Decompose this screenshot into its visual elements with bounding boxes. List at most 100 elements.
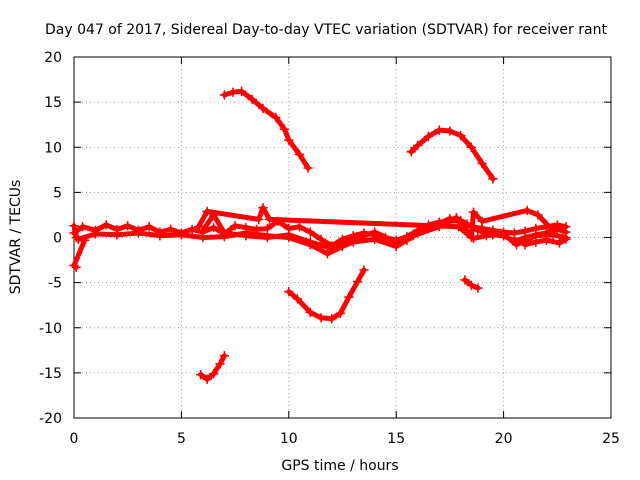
- data-point: [326, 243, 337, 254]
- data-point: [326, 313, 337, 324]
- data-point: [208, 222, 219, 233]
- data-point: [473, 225, 483, 236]
- data-point: [316, 313, 326, 323]
- y-tick-label: 0: [53, 231, 62, 247]
- series-line: [408, 127, 496, 182]
- data-point: [208, 368, 219, 379]
- data-point: [292, 294, 303, 304]
- data-point: [348, 234, 359, 245]
- data-point: [344, 292, 354, 302]
- data-point: [133, 228, 144, 238]
- series-group: [284, 265, 369, 324]
- data-point: [202, 206, 212, 217]
- data-point: [548, 229, 558, 240]
- data-point: [466, 142, 477, 153]
- series-line: [221, 88, 311, 171]
- data-point: [352, 276, 363, 287]
- data-point: [522, 205, 533, 216]
- data-point: [176, 229, 187, 240]
- data-point: [466, 280, 477, 291]
- data-point: [305, 237, 316, 247]
- x-tick-label: 5: [177, 431, 186, 447]
- data-point: [247, 94, 258, 105]
- data-point: [509, 234, 520, 245]
- data-point: [219, 228, 230, 238]
- data-point: [195, 369, 206, 380]
- data-point: [466, 232, 477, 243]
- data-point: [165, 224, 176, 235]
- series-group: [198, 210, 571, 254]
- data-point: [219, 90, 230, 100]
- series-group: [509, 234, 571, 250]
- x-tick-label: 10: [280, 431, 298, 447]
- data-point: [202, 374, 212, 384]
- data-point: [258, 202, 268, 213]
- data-point: [279, 124, 290, 134]
- y-tick-label: -20: [39, 411, 62, 427]
- data-point: [215, 359, 225, 369]
- x-axis-title: GPS time / hours: [281, 458, 398, 474]
- data-point: [79, 235, 90, 246]
- series-group: [69, 220, 90, 273]
- x-tick-labels: 0 5 10 15 20 25: [70, 431, 620, 447]
- data-point: [520, 239, 530, 250]
- data-point: [230, 220, 240, 231]
- series-group: [406, 125, 498, 184]
- x-tick-label: 0: [70, 431, 79, 447]
- data-point: [445, 126, 455, 136]
- data-point: [460, 275, 470, 285]
- y-tick-label: -15: [39, 366, 62, 382]
- data-point: [412, 140, 423, 151]
- x-tick-label: 25: [602, 431, 620, 447]
- data-point: [541, 235, 552, 246]
- x-tick-label: 15: [387, 431, 405, 447]
- data-point: [258, 103, 268, 114]
- data-point: [262, 232, 273, 243]
- data-point: [468, 207, 479, 218]
- axis-ticks: [73, 56, 612, 419]
- series-line: [286, 267, 367, 322]
- data-point: [322, 248, 333, 259]
- y-tick-label: 20: [44, 50, 62, 66]
- data-point: [101, 220, 112, 230]
- data-point: [303, 163, 313, 173]
- data-point: [406, 146, 417, 157]
- data-series: [69, 86, 571, 384]
- data-point: [284, 229, 294, 240]
- data-point: [554, 238, 565, 248]
- data-point: [219, 350, 230, 361]
- data-point: [533, 210, 543, 220]
- data-point: [187, 224, 197, 235]
- data-point: [122, 220, 133, 231]
- data-point: [453, 221, 464, 232]
- data-point: [335, 308, 346, 319]
- data-point: [69, 220, 79, 231]
- series-group: [460, 275, 483, 293]
- y-tick-label: -10: [39, 321, 62, 337]
- data-point: [305, 307, 316, 318]
- series-group: [219, 86, 313, 173]
- data-point: [477, 216, 487, 227]
- data-point: [451, 212, 462, 223]
- data-point: [228, 87, 238, 97]
- y-tick-label: 5: [53, 185, 62, 201]
- data-point: [546, 223, 556, 234]
- data-point: [434, 125, 444, 135]
- data-point: [284, 286, 294, 297]
- data-point: [193, 221, 204, 232]
- data-point: [144, 221, 154, 232]
- series-group: [195, 350, 230, 384]
- data-point: [455, 130, 466, 141]
- series-group: [193, 202, 556, 243]
- data-point: [359, 265, 369, 275]
- data-point: [294, 221, 305, 232]
- y-tick-label: 15: [44, 95, 62, 111]
- data-point: [155, 230, 165, 241]
- data-point: [71, 262, 81, 273]
- data-point: [477, 158, 487, 169]
- data-point: [369, 227, 380, 237]
- data-point: [481, 230, 492, 241]
- data-point: [77, 221, 88, 232]
- y-tick-label: 10: [44, 140, 62, 156]
- y-tick-labels: -20 -15 -10 -5 0 5 10 15 20: [39, 50, 62, 427]
